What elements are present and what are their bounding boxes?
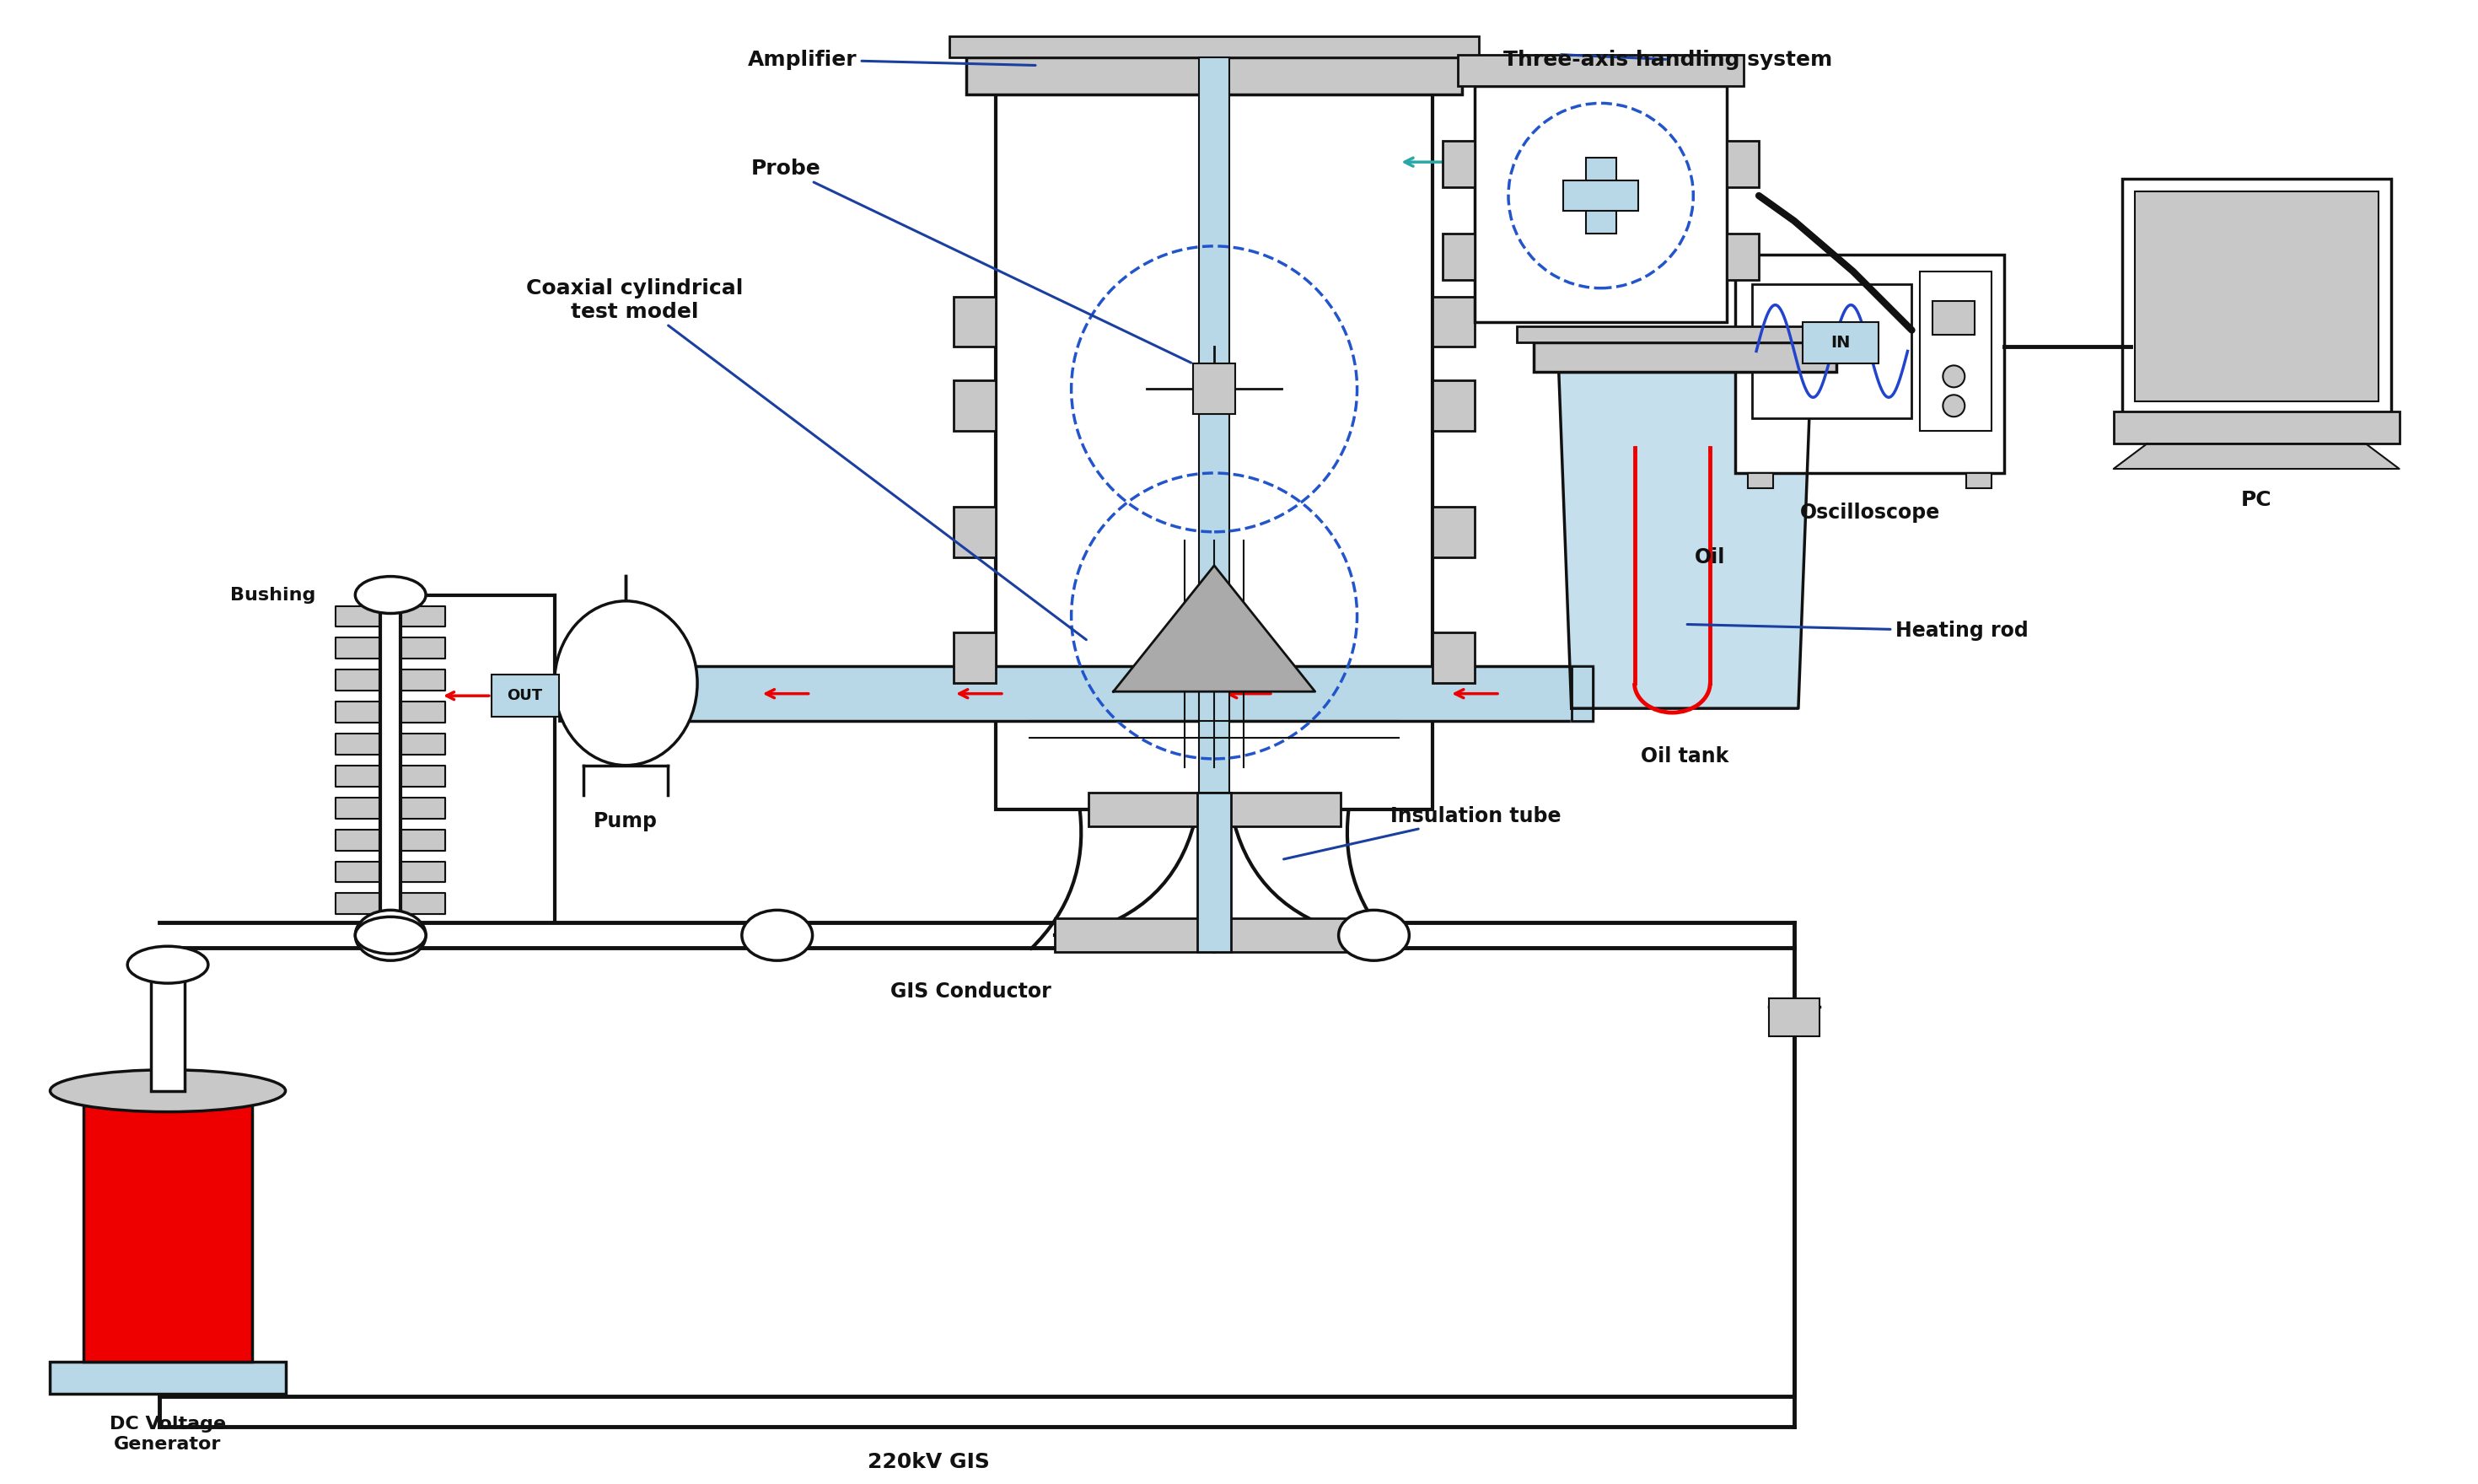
Text: Probe: Probe [751,159,1192,362]
Bar [151,969,186,1091]
Bar [1747,473,1774,488]
Bar [1457,55,1745,86]
Text: IN: IN [1831,335,1851,350]
Ellipse shape [50,1070,285,1112]
Bar [50,1361,285,1393]
Polygon shape [401,797,446,819]
Text: Heating rod: Heating rod [1688,620,2027,641]
Text: GIS Conductor: GIS Conductor [890,981,1051,1002]
Bar [1564,181,1638,211]
Bar [1517,326,1854,343]
Bar [966,56,1462,95]
Bar [1802,322,1878,364]
Bar [954,380,996,430]
Bar [1920,272,1992,430]
Text: Amplifier: Amplifier [748,49,1036,70]
Bar [84,1092,253,1361]
Bar [2121,180,2391,414]
Bar [1056,919,1373,953]
Polygon shape [2114,444,2399,469]
Text: Oil tank: Oil tank [1640,746,1730,766]
Polygon shape [1113,565,1316,692]
Polygon shape [337,861,382,883]
Bar [1194,364,1234,414]
Text: PC: PC [2240,490,2272,510]
Bar [996,95,1432,809]
Ellipse shape [354,576,426,613]
Polygon shape [337,830,382,850]
Bar [558,666,634,721]
Polygon shape [337,638,382,659]
Bar [634,666,1593,721]
Polygon shape [337,669,382,690]
Polygon shape [337,797,382,819]
Polygon shape [337,893,382,914]
Bar [1968,473,1992,488]
Bar [1735,254,2005,473]
Polygon shape [401,702,446,723]
Text: Pump: Pump [595,812,657,833]
Bar [949,36,1479,56]
Bar [954,632,996,683]
Bar [2134,191,2379,402]
Polygon shape [337,702,382,723]
Bar [1442,233,1474,279]
Text: Oscilloscope: Oscilloscope [1799,503,1940,522]
Polygon shape [401,669,446,690]
Ellipse shape [354,910,426,960]
Text: OUT: OUT [508,689,543,703]
Text: 220kV GIS: 220kV GIS [867,1453,989,1472]
Text: Insulation tube: Insulation tube [1284,806,1561,859]
Polygon shape [401,605,446,626]
Polygon shape [337,766,382,787]
Bar [1432,632,1474,683]
Ellipse shape [126,947,208,984]
Bar [1474,86,1727,322]
Bar [1534,343,1836,372]
Bar [1432,297,1474,347]
Bar [1199,56,1229,809]
Polygon shape [401,861,446,883]
Text: DC Voltage
Generator: DC Voltage Generator [109,1416,225,1453]
Polygon shape [337,733,382,754]
Polygon shape [401,638,446,659]
Polygon shape [401,830,446,850]
Polygon shape [337,605,382,626]
Bar [1727,141,1759,187]
Bar [1727,233,1759,279]
Bar [1197,792,1232,953]
Polygon shape [401,893,446,914]
Ellipse shape [741,910,813,960]
Bar [954,506,996,556]
Polygon shape [1559,372,1811,708]
Ellipse shape [1338,910,1410,960]
Text: Bushing: Bushing [230,586,315,604]
Bar [1442,141,1474,187]
Bar [1769,999,1819,1036]
Bar [1432,506,1474,556]
Ellipse shape [555,601,696,766]
Text: Three-axis handling system: Three-axis handling system [1504,49,1834,70]
Bar [1088,792,1341,827]
Ellipse shape [1943,395,1965,417]
Bar [1432,380,1474,430]
Ellipse shape [1943,365,1965,387]
Text: Coaxial cylindrical
test model: Coaxial cylindrical test model [525,278,1085,640]
Polygon shape [401,766,446,787]
Ellipse shape [354,917,426,954]
Polygon shape [401,733,446,754]
Text: Oil: Oil [1695,548,1725,567]
Bar [1933,301,1975,334]
Bar [1586,157,1616,233]
Bar [1571,666,1593,721]
Bar [954,297,996,347]
Bar [2114,411,2399,444]
Bar [491,675,558,717]
Bar [1752,283,1913,418]
